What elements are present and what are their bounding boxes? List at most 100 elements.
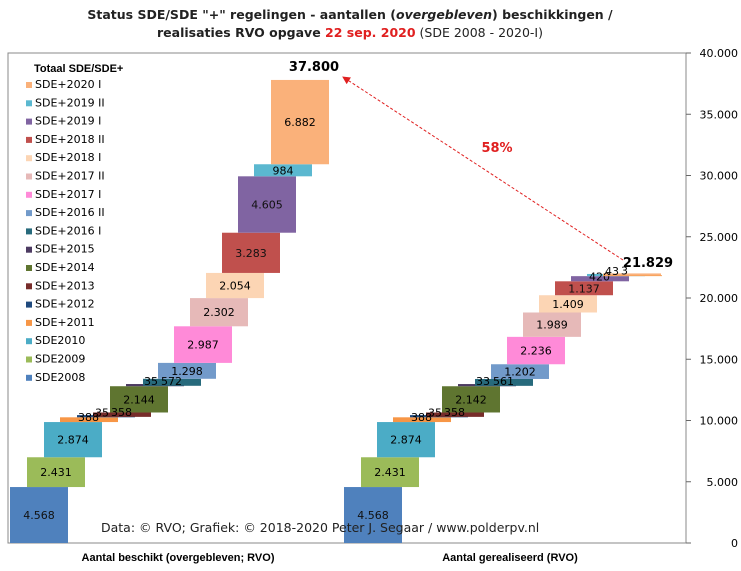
legend-swatch [26, 173, 32, 180]
bar-segment [222, 232, 280, 273]
segment-value-label: 35 [428, 406, 442, 419]
segment-value-label: 1.137 [568, 282, 600, 295]
segment-value-label: 1.298 [171, 365, 203, 378]
bar-segment [271, 79, 329, 165]
bar-segment [539, 295, 597, 313]
legend-swatch [26, 191, 32, 198]
legend-swatch [26, 228, 32, 235]
segment-value-label: 420 [589, 270, 610, 283]
y-tick-label: 40.000 [700, 47, 739, 60]
title-line-2: realisaties RVO opgave 22 sep. 2020 (SDE… [0, 24, 700, 42]
legend-item-label: SDE+2014 [35, 261, 95, 274]
segment-value-label: 4.568 [23, 509, 55, 522]
segment-value-label: 2.144 [123, 393, 155, 406]
bar-segments [10, 79, 661, 543]
legend-swatch [26, 100, 32, 107]
title-date: 22 sep. 2020 [325, 25, 416, 40]
segment-value-label: 6.882 [284, 116, 316, 129]
title-range: (SDE 2008 - 2020-I) [415, 25, 543, 40]
legend-swatch [26, 283, 32, 290]
bar-segment [523, 312, 581, 337]
legend-swatch [26, 82, 32, 88]
legend-item-label: SDE+2017 I [35, 188, 101, 201]
total-label: 21.829 [623, 256, 673, 271]
segment-value-label: 33 [476, 375, 490, 388]
x-category-label: Aantal beschikt (overgebleven; RVO) [82, 552, 275, 564]
segment-value-label: 358 [111, 406, 132, 419]
legend-swatch [26, 246, 32, 253]
segment-value-label: 2.431 [40, 466, 72, 479]
segment-value-label: 3.283 [235, 247, 267, 260]
legend-item-label: SDE2008 [35, 371, 85, 384]
segment-value-label: 2.874 [57, 434, 89, 447]
segment-value-label: 984 [273, 164, 294, 177]
bar-segment [60, 417, 118, 423]
ratio-label: 58% [481, 141, 512, 156]
bar-segment [27, 457, 85, 488]
legend-item-label: SDE+2015 [35, 243, 95, 256]
y-tick-label: 0 [731, 537, 738, 550]
bar-segment [344, 487, 402, 543]
segment-value-label: 2.142 [455, 393, 487, 406]
bar-segment [491, 364, 549, 379]
x-category-label: Aantal gerealiseerd (RVO) [442, 552, 578, 564]
segment-value-label: 572 [161, 375, 182, 388]
bar-segment [442, 386, 500, 413]
bar-segment [475, 378, 533, 386]
legend-item-label: SDE+2018 II [35, 133, 105, 146]
segment-value-label: 35 [144, 375, 158, 388]
bar-segment [10, 487, 68, 543]
bar-segment [190, 298, 248, 327]
legend-item-label: SDE+2013 [35, 279, 95, 292]
segment-value-label: 2.302 [203, 306, 235, 319]
legend-item-label: SDE+2019 II [35, 96, 105, 109]
legend-swatch [26, 319, 32, 326]
segment-value-label: 2.236 [520, 345, 552, 358]
legend: Totaal SDE/SDE+ SDE+2020 I SDE+2019 II SDE+… [26, 63, 123, 384]
legend-swatch [26, 136, 32, 143]
y-tick-label: 15.000 [700, 353, 739, 366]
legend-item-label: SDE+2016 II [35, 206, 105, 219]
legend-item-label: SDE+2018 I [35, 151, 101, 164]
bar-segment [426, 412, 484, 417]
bar-segment [206, 272, 264, 299]
title-part: Status SDE/SDE "+" regelingen - aantalle… [87, 7, 396, 22]
y-tick-label: 20.000 [700, 292, 739, 305]
title-part: realisaties RVO opgave [157, 25, 326, 40]
bar-segment [110, 386, 168, 413]
segment-value-label: 2.874 [390, 434, 422, 447]
title-emphasis: overgebleven [396, 7, 493, 22]
y-tick-label: 25.000 [700, 231, 739, 244]
bar-segment [377, 422, 435, 458]
bar-segment [143, 378, 201, 386]
bar-segment [603, 273, 661, 276]
segment-value-label: 2.431 [374, 466, 406, 479]
credit-text: Data: © RVO; Grafiek: © 2018-2020 Peter … [101, 520, 539, 535]
bar-segment [93, 412, 151, 417]
segment-value-label: 43 [605, 265, 619, 278]
legend-item-label: SDE+2020 I [35, 78, 101, 91]
total-label: 37.800 [289, 60, 339, 75]
title-part: ) beschikkingen / [492, 7, 613, 22]
legend-swatch [26, 301, 32, 308]
segment-value-label: 2.054 [219, 280, 251, 293]
ratio-arrow [342, 76, 624, 261]
legend-item-label: SDE+2017 II [35, 170, 105, 183]
y-tick-label: 30.000 [700, 170, 739, 183]
segment-value-label: 1.409 [552, 298, 584, 311]
legend-item-label: SDE+2011 [35, 316, 95, 329]
segment-value-label: 388 [78, 411, 99, 424]
legend-swatch [26, 155, 32, 162]
title-line-1: Status SDE/SDE "+" regelingen - aantalle… [0, 6, 700, 24]
segment-value-label: 358 [444, 406, 465, 419]
legend-item-label: SDE2010 [35, 334, 85, 347]
bar-segment [158, 362, 216, 379]
chart-title: Status SDE/SDE "+" regelingen - aantalle… [0, 6, 700, 42]
bar-segment [571, 276, 629, 282]
legend-item-label: SDE+2019 I [35, 115, 101, 128]
bar-segment [507, 336, 565, 365]
segment-value-label: 388 [411, 411, 432, 424]
legend-item-label: SDE+2016 I [35, 224, 101, 237]
legend-item-label: SDE+2012 [35, 298, 95, 311]
